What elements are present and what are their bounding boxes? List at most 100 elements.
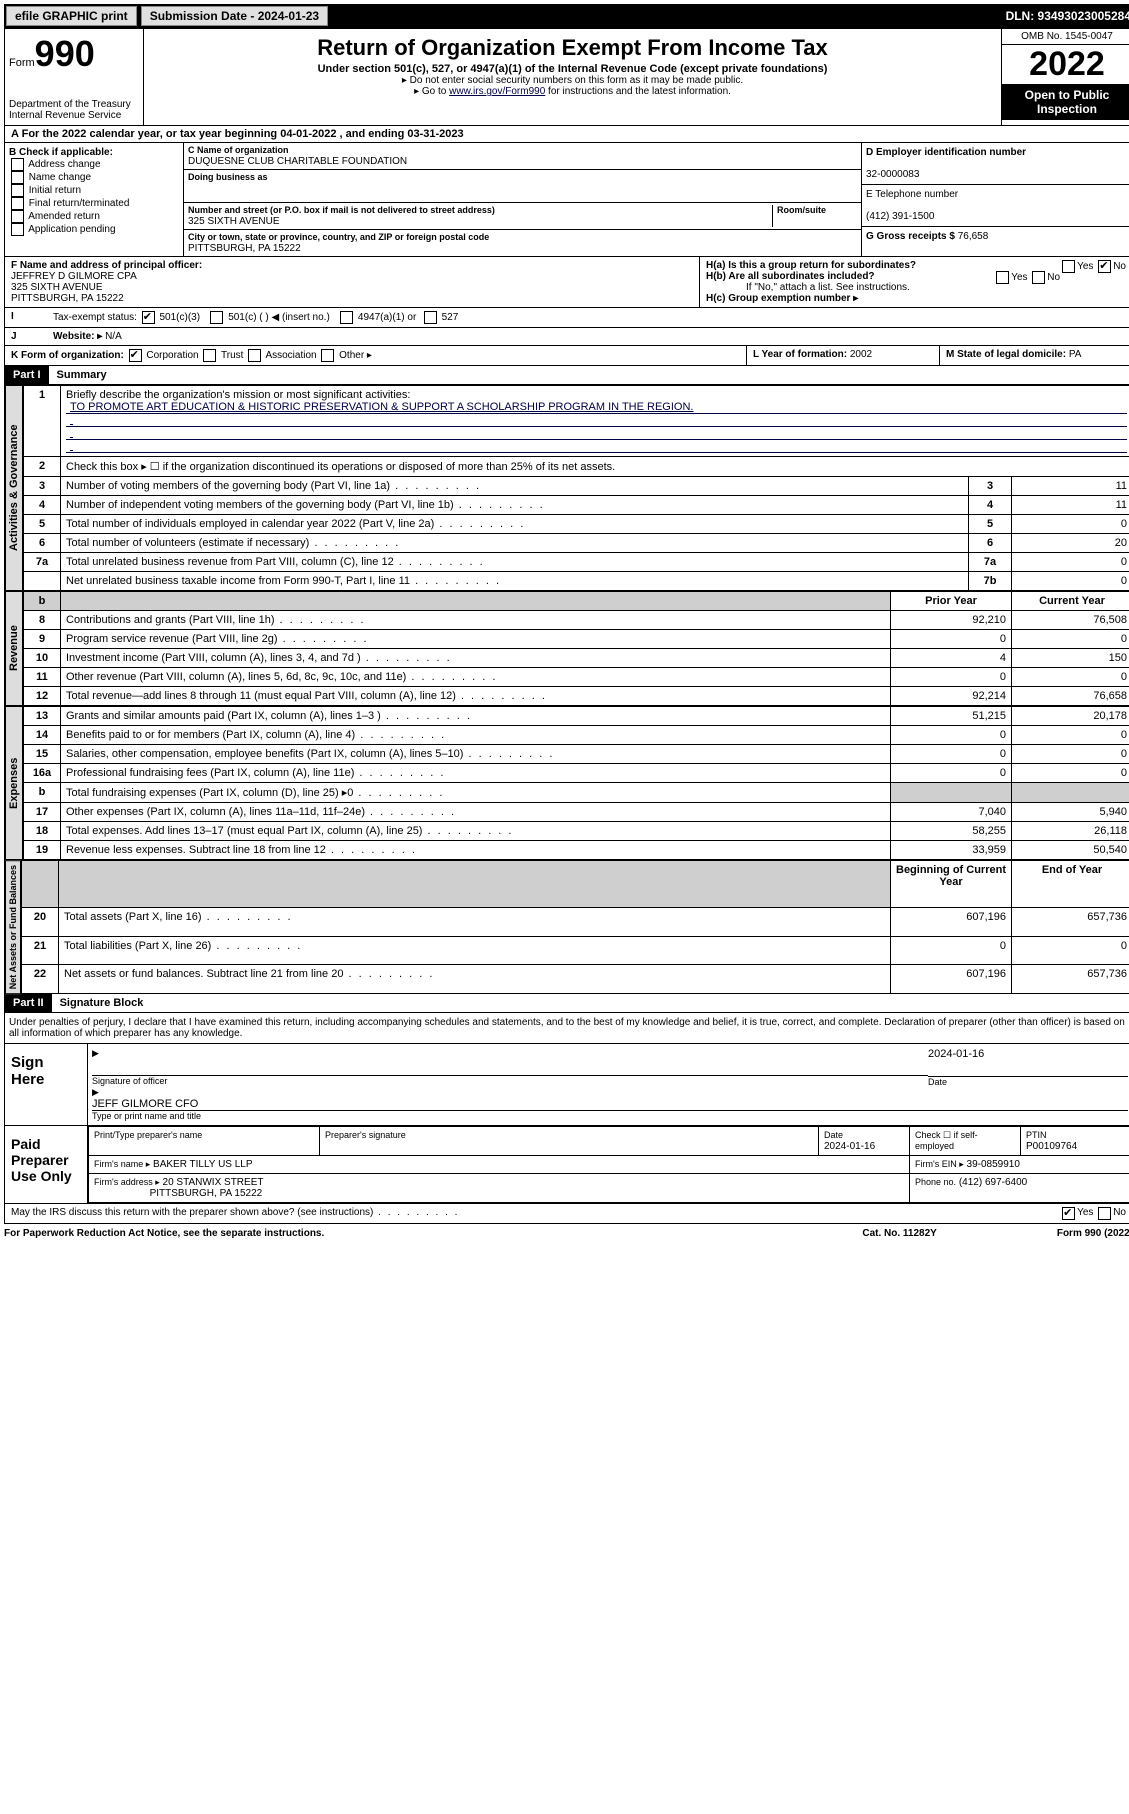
efile-button[interactable]: efile GRAPHIC print <box>6 6 137 26</box>
sig-name-label: Type or print name and title <box>92 1111 1128 1121</box>
checkbox-trust[interactable] <box>203 349 216 362</box>
opt-other: Other ▸ <box>339 350 372 361</box>
checkbox-amended[interactable] <box>11 210 24 223</box>
checkbox-discuss-yes[interactable] <box>1062 1207 1075 1220</box>
box-b-header: B Check if applicable: <box>9 147 113 158</box>
checkbox-app-pending[interactable] <box>11 223 24 236</box>
checkbox-address-change[interactable] <box>11 158 24 171</box>
prep-name-label: Print/Type preparer's name <box>94 1130 202 1140</box>
sig-officer-label: Signature of officer <box>92 1076 928 1086</box>
checkbox-name-change[interactable] <box>11 171 24 184</box>
line1-label: Briefly describe the organization's miss… <box>66 389 410 401</box>
sign-here-label: Sign Here <box>5 1044 87 1125</box>
opt-address-change: Address change <box>28 159 100 170</box>
vlabel-revenue: Revenue <box>5 591 23 706</box>
form-number: 990 <box>35 33 95 74</box>
vlabel-governance: Activities & Governance <box>5 385 23 591</box>
firm-addr2: PITTSBURGH, PA 15222 <box>150 1188 263 1199</box>
tax-year: 2022 <box>1002 45 1129 84</box>
checkbox-hb-yes[interactable] <box>996 271 1009 284</box>
opt-app-pending: Application pending <box>28 224 115 235</box>
opt-501c: 501(c) ( ) ◀ (insert no.) <box>228 312 330 323</box>
dept-label: Department of the Treasury <box>9 99 139 110</box>
checkbox-527[interactable] <box>424 311 437 324</box>
sig-name: JEFF GILMORE CFO <box>92 1098 1128 1111</box>
box-hb: H(b) Are all subordinates included? <box>706 271 875 282</box>
irs-label: Internal Revenue Service <box>9 110 139 121</box>
opt-4947: 4947(a)(1) or <box>358 312 416 323</box>
subtitle-1: Under section 501(c), 527, or 4947(a)(1)… <box>148 63 997 75</box>
checkbox-initial-return[interactable] <box>11 184 24 197</box>
subtitle-3b: for instructions and the latest informat… <box>545 86 731 97</box>
box-c-room-label: Room/suite <box>777 205 826 215</box>
line2-text: Check this box ▸ ☐ if the organization d… <box>61 457 1129 477</box>
col-end-year: End of Year <box>1012 861 1129 908</box>
firm-ein: 39-0859910 <box>967 1159 1020 1170</box>
officer-addr1: 325 SIXTH AVENUE <box>11 282 103 293</box>
open-inspection: Open to Public Inspection <box>1002 84 1129 120</box>
vlabel-net: Net Assets or Fund Balances <box>5 860 21 994</box>
hb-no: No <box>1047 272 1060 283</box>
sig-date: 2024-01-16 <box>928 1048 1128 1060</box>
checkbox-hb-no[interactable] <box>1032 271 1045 284</box>
state-domicile: PA <box>1069 349 1082 360</box>
col-current-year: Current Year <box>1012 592 1129 611</box>
website-value: N/A <box>105 331 122 342</box>
part2-header: Part II <box>5 994 52 1012</box>
firm-addr-label: Firm's address ▸ <box>94 1177 160 1187</box>
box-c-dba-label: Doing business as <box>188 172 268 182</box>
hb-yes: Yes <box>1011 272 1027 283</box>
box-ha: H(a) Is this a group return for subordin… <box>706 260 916 271</box>
opt-assoc: Association <box>265 350 316 361</box>
checkbox-501c3[interactable] <box>142 311 155 324</box>
dln-label: DLN: 93493023005284 <box>1006 9 1129 23</box>
box-g-label: G Gross receipts $ <box>866 231 955 242</box>
checkbox-501c[interactable] <box>210 311 223 324</box>
line-a-text-b: , and ending <box>336 128 407 140</box>
checkbox-final-return[interactable] <box>11 197 24 210</box>
checkbox-assoc[interactable] <box>248 349 261 362</box>
checkbox-discuss-no[interactable] <box>1098 1207 1111 1220</box>
box-i-label: Tax-exempt status: <box>53 312 137 323</box>
checkbox-corp[interactable] <box>129 349 142 362</box>
box-d-label: D Employer identification number <box>866 147 1026 158</box>
col-begin-year: Beginning of Current Year <box>891 861 1012 908</box>
box-b: B Check if applicable: Address change Na… <box>5 143 184 256</box>
gross-receipts: 76,658 <box>958 231 989 242</box>
ha-yes: Yes <box>1077 261 1093 272</box>
box-c-city-label: City or town, state or province, country… <box>188 232 489 242</box>
line-i-marker: I <box>5 308 47 327</box>
irs-link[interactable]: www.irs.gov/Form990 <box>449 86 545 97</box>
subtitle-2: ▸ Do not enter social security numbers o… <box>148 75 997 86</box>
line-j-marker: J <box>5 328 47 345</box>
top-bar: efile GRAPHIC print Submission Date - 20… <box>4 4 1129 28</box>
discuss-text: May the IRS discuss this return with the… <box>11 1207 459 1220</box>
opt-527: 527 <box>442 312 459 323</box>
part2-title: Signature Block <box>52 994 152 1012</box>
part1-title: Summary <box>49 366 115 384</box>
officer-addr2: PITTSBURGH, PA 15222 <box>11 293 124 304</box>
checkbox-4947[interactable] <box>340 311 353 324</box>
box-e-label: E Telephone number <box>866 189 958 200</box>
vlabel-expenses: Expenses <box>5 706 23 860</box>
discuss-yes: Yes <box>1077 1207 1093 1220</box>
section-governance: Activities & Governance 1 Briefly descri… <box>4 385 1129 591</box>
checkbox-ha-yes[interactable] <box>1062 260 1075 273</box>
checkbox-ha-no[interactable] <box>1098 260 1111 273</box>
prep-ptin-label: PTIN <box>1026 1130 1047 1140</box>
prep-ptin: P00109764 <box>1026 1141 1077 1152</box>
prep-sig-label: Preparer's signature <box>325 1130 406 1140</box>
footer-left: For Paperwork Reduction Act Notice, see … <box>4 1228 324 1239</box>
line-a-end: 03-31-2023 <box>407 128 463 140</box>
ein-value: 32-0000083 <box>866 169 919 180</box>
box-l-label: L Year of formation: <box>753 349 847 360</box>
checkbox-other[interactable] <box>321 349 334 362</box>
box-c-addr-label: Number and street (or P.O. box if mail i… <box>188 205 495 215</box>
org-city: PITTSBURGH, PA 15222 <box>188 243 301 254</box>
section-expenses: Expenses 13Grants and similar amounts pa… <box>4 706 1129 860</box>
section-net-assets: Net Assets or Fund Balances Beginning of… <box>4 860 1129 994</box>
opt-501c3: 501(c)(3) <box>159 312 200 323</box>
footer-mid: Cat. No. 11282Y <box>862 1228 936 1239</box>
submission-date-button[interactable]: Submission Date - 2024-01-23 <box>141 6 328 26</box>
prep-date: 2024-01-16 <box>824 1141 875 1152</box>
